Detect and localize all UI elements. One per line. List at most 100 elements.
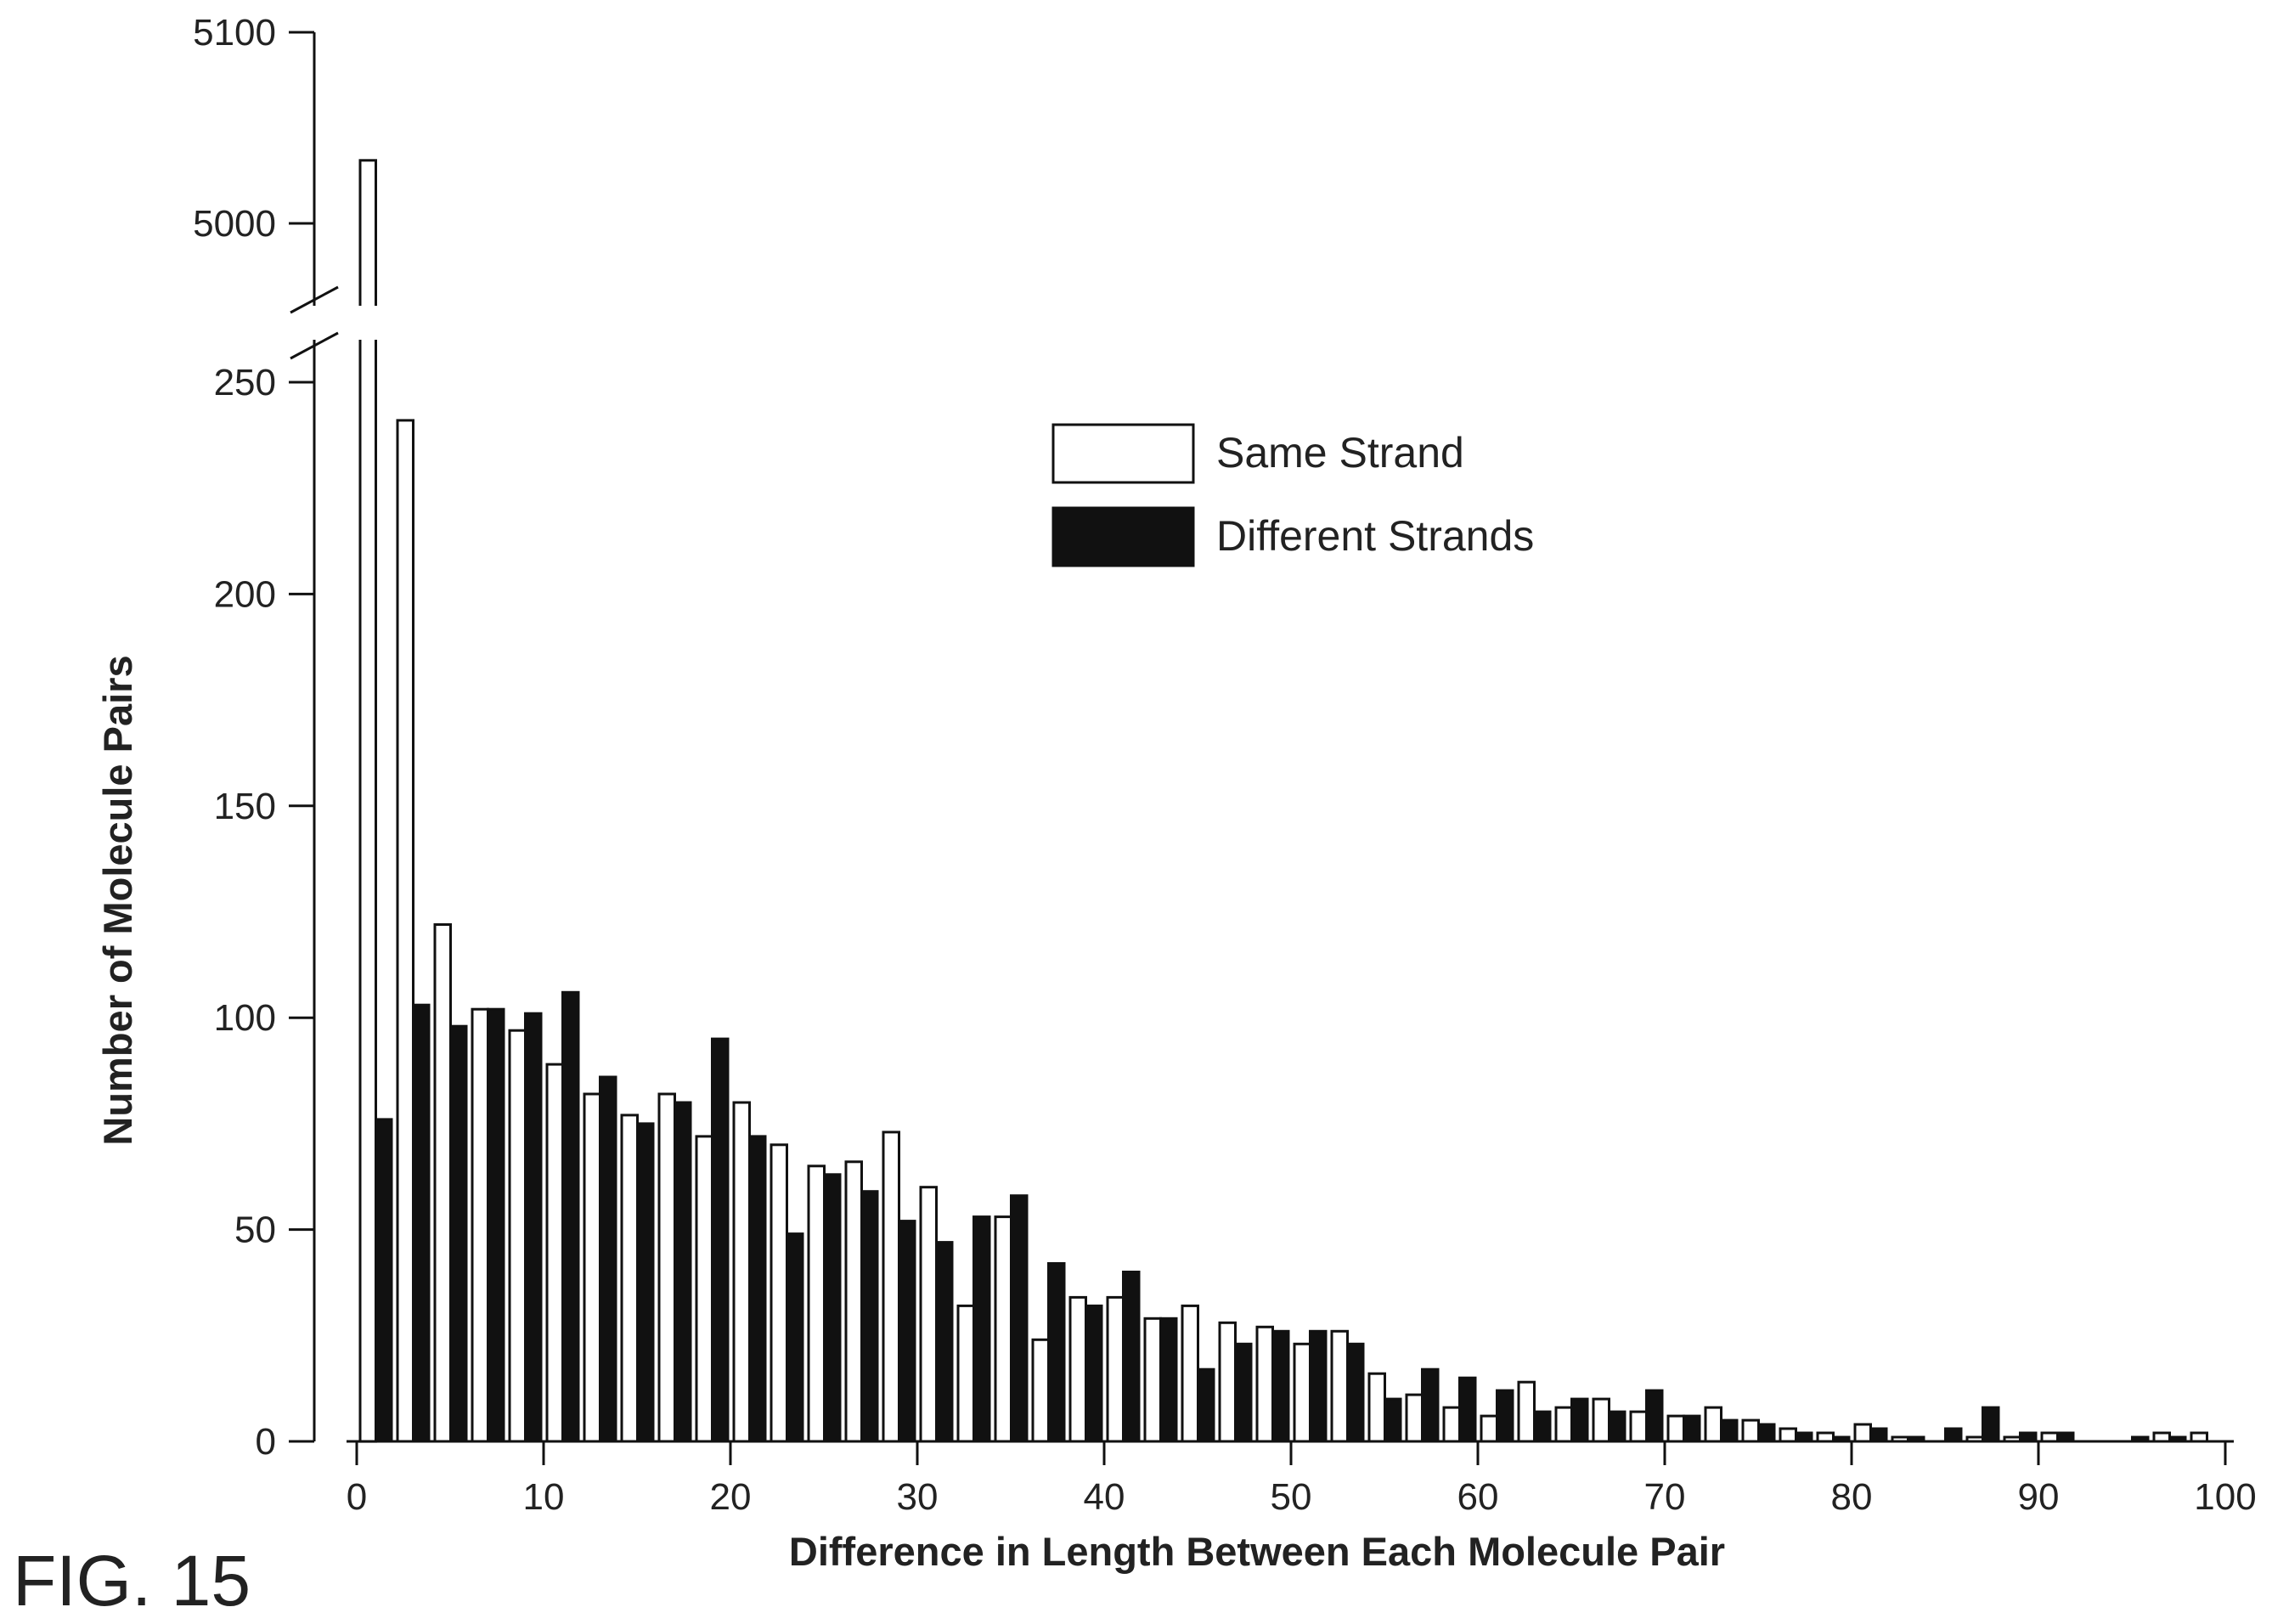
bar-same-strand bbox=[1442, 1406, 1461, 1443]
bar-same-strand bbox=[1517, 1380, 1536, 1443]
x-tick-label: 40 bbox=[1084, 1476, 1125, 1518]
bar-same-strand bbox=[1853, 1423, 1872, 1443]
bar-same-strand bbox=[882, 1131, 900, 1443]
bar-same-strand bbox=[1779, 1427, 1797, 1443]
figure-label: FIG. 15 bbox=[13, 1541, 251, 1621]
bar-different-strands bbox=[412, 1003, 431, 1443]
x-tick-label: 30 bbox=[897, 1476, 939, 1518]
axis-break-mark-lower bbox=[290, 331, 339, 360]
legend-label-same-strand: Same Strand bbox=[1216, 429, 1464, 476]
bar-same-strand bbox=[1405, 1393, 1424, 1443]
bar-different-strands bbox=[1047, 1262, 1066, 1443]
bar-same-strand bbox=[807, 1164, 826, 1443]
bar-different-strands bbox=[973, 1215, 991, 1443]
bar-different-strands bbox=[487, 1007, 505, 1443]
bar-same-strand bbox=[471, 1007, 489, 1443]
y-tick-label: 50 bbox=[234, 1210, 276, 1251]
x-tick-label: 90 bbox=[2018, 1476, 2060, 1518]
x-tick-label: 10 bbox=[523, 1476, 565, 1518]
axes-group: 0 50 100 150 200 250 5000 5100 0 10 20 30 40 50 60 70 80… bbox=[193, 12, 2257, 1518]
bar-different-strands bbox=[1271, 1329, 1290, 1443]
legend: Same Strand Different Strands bbox=[1051, 423, 1534, 567]
bar-same-strand bbox=[1218, 1321, 1237, 1443]
bar-different-strands bbox=[711, 1037, 730, 1443]
y-axis-title: Number of Molecule Pairs bbox=[95, 655, 140, 1145]
bar-different-strands bbox=[823, 1173, 842, 1443]
bar-different-strands bbox=[1982, 1406, 2000, 1443]
bar-different-strands bbox=[1197, 1367, 1215, 1443]
bar-same-strand bbox=[545, 1063, 564, 1443]
bar-different-strands bbox=[898, 1220, 916, 1443]
x-tick-label: 0 bbox=[347, 1476, 367, 1518]
bar-same-strand bbox=[1629, 1410, 1648, 1443]
y-tick-label: 100 bbox=[214, 997, 276, 1039]
bar-same-strand bbox=[1031, 1338, 1050, 1443]
bar-same-strand bbox=[919, 1186, 938, 1443]
bar-same-strand bbox=[732, 1101, 751, 1443]
bar-different-strands bbox=[1570, 1397, 1589, 1443]
bar-same-strand bbox=[508, 1029, 527, 1443]
x-tick-label: 20 bbox=[710, 1476, 752, 1518]
x-tick-label: 50 bbox=[1271, 1476, 1312, 1518]
legend-swatch-different-strands bbox=[1051, 506, 1195, 567]
bar-different-strands bbox=[786, 1232, 804, 1443]
x-axis-title: Difference in Length Between Each Molecu… bbox=[789, 1529, 1725, 1574]
y-tick-label: 0 bbox=[256, 1421, 276, 1463]
bar-different-strands bbox=[1533, 1410, 1552, 1443]
bar-different-strands bbox=[561, 990, 580, 1443]
bar-same-strand bbox=[433, 923, 452, 1443]
y-tick-label: 150 bbox=[214, 786, 276, 827]
axis-break-mark-upper bbox=[290, 285, 339, 314]
x-tick-label: 70 bbox=[1644, 1476, 1686, 1518]
bar-same-strand bbox=[1068, 1295, 1087, 1443]
bar-different-strands bbox=[860, 1190, 879, 1443]
bar-different-strands bbox=[1384, 1397, 1402, 1443]
bar-same-strand bbox=[1330, 1329, 1349, 1443]
legend-swatch-same-strand bbox=[1051, 423, 1195, 484]
bar-same-strand bbox=[358, 159, 377, 1443]
bar-different-strands bbox=[674, 1101, 692, 1443]
bar-different-strands bbox=[1944, 1427, 1963, 1443]
bar-same-strand bbox=[1704, 1406, 1722, 1443]
bar-same-strand bbox=[583, 1092, 601, 1443]
bar-same-strand bbox=[1181, 1304, 1199, 1443]
bars-group bbox=[280, 159, 2208, 1443]
y-tick-label: 5000 bbox=[193, 203, 276, 245]
bar-different-strands bbox=[1159, 1317, 1178, 1443]
x-tick-label: 80 bbox=[1831, 1476, 1873, 1518]
bar-different-strands bbox=[1757, 1423, 1776, 1443]
bar-different-strands bbox=[1683, 1414, 1701, 1443]
y-tick-label: 200 bbox=[214, 573, 276, 615]
bar-same-strand bbox=[695, 1135, 713, 1443]
bar-different-strands bbox=[1085, 1304, 1103, 1443]
bar-same-strand bbox=[1554, 1406, 1573, 1443]
y-tick-label: 5100 bbox=[193, 12, 276, 54]
bar-different-strands bbox=[1458, 1376, 1477, 1443]
bar-different-strands bbox=[1309, 1329, 1328, 1443]
bar-different-strands bbox=[1869, 1427, 1888, 1443]
bar-same-strand bbox=[657, 1092, 676, 1443]
bar-different-strands bbox=[599, 1075, 617, 1443]
bar-same-strand bbox=[956, 1304, 975, 1443]
bar-different-strands bbox=[636, 1122, 655, 1443]
bar-different-strands bbox=[935, 1241, 954, 1443]
bar-same-strand bbox=[1741, 1418, 1760, 1443]
bar-same-strand bbox=[994, 1215, 1012, 1443]
legend-label-different-strands: Different Strands bbox=[1216, 512, 1534, 560]
bar-same-strand bbox=[1255, 1325, 1274, 1443]
x-tick-label: 60 bbox=[1457, 1476, 1499, 1518]
bar-same-strand bbox=[844, 1160, 863, 1443]
bar-same-strand bbox=[770, 1143, 788, 1443]
bar-different-strands bbox=[1496, 1389, 1514, 1443]
bar-same-strand bbox=[1367, 1372, 1386, 1443]
bar-different-strands bbox=[1720, 1418, 1739, 1443]
bar-same-strand bbox=[1106, 1295, 1125, 1443]
bar-different-strands bbox=[748, 1135, 767, 1443]
bar-different-strands bbox=[1010, 1194, 1029, 1443]
bar-same-strand bbox=[1480, 1414, 1498, 1443]
y-tick-label: 250 bbox=[214, 362, 276, 403]
axis-break-mask bbox=[280, 306, 382, 340]
bar-same-strand bbox=[396, 419, 414, 1443]
bar-different-strands bbox=[1421, 1367, 1440, 1443]
